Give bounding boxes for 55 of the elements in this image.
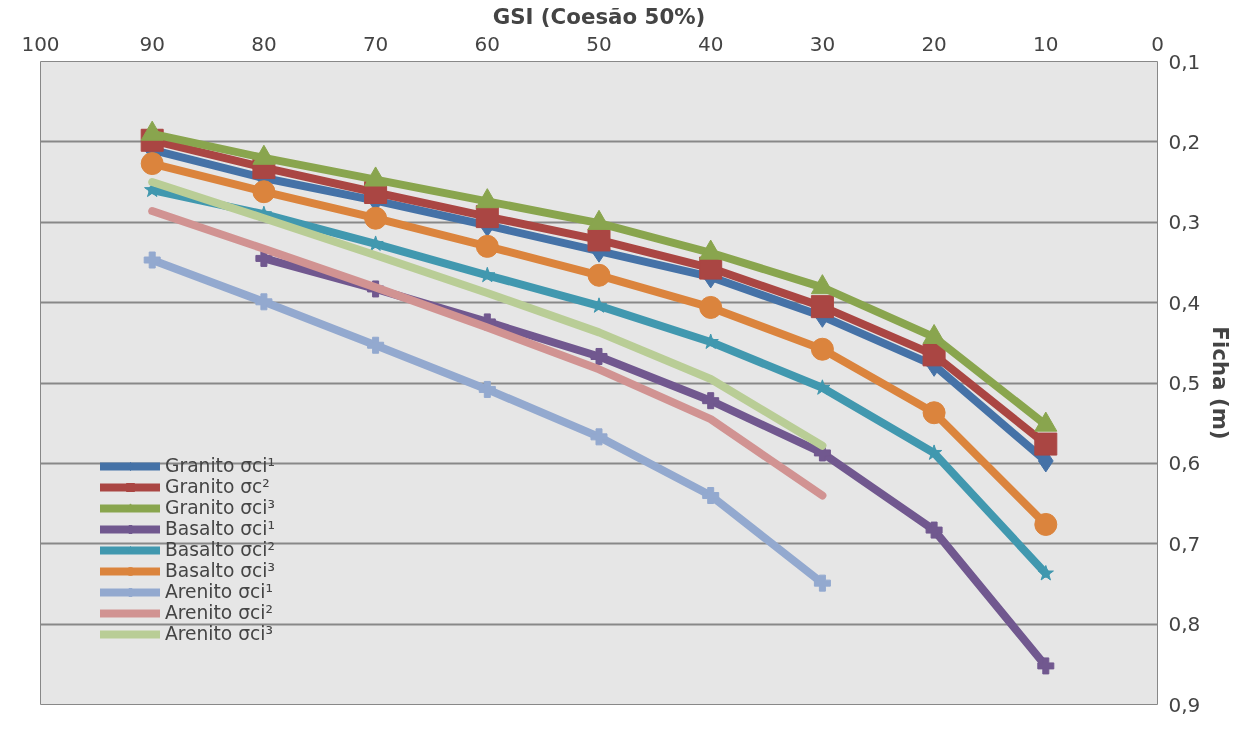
point: [1037, 657, 1055, 675]
point: [922, 343, 946, 367]
legend-label: Basalto σci²: [165, 539, 275, 560]
point: [367, 336, 385, 354]
point: [1034, 512, 1058, 536]
y-tick-label: 0,1: [1168, 49, 1201, 74]
x-tick-label: 0: [1151, 31, 1164, 56]
point: [590, 428, 608, 446]
y-tick-label: 0,4: [1168, 290, 1201, 315]
y-tick-label: 0,3: [1168, 210, 1201, 235]
y-tick-label: 0,7: [1168, 531, 1201, 556]
x-tick-label: 60: [474, 31, 501, 56]
legend-label: Basalto σci¹: [165, 518, 275, 539]
legend-label: Arenito σci³: [165, 623, 273, 644]
point: [475, 234, 499, 258]
point: [925, 521, 943, 539]
point: [587, 263, 611, 287]
x-tick-label: 50: [586, 31, 612, 56]
point: [810, 337, 834, 361]
x-tick-label: 30: [809, 31, 836, 56]
x-tick-label: 20: [921, 31, 947, 56]
y-axis-title: Ficha (m): [1208, 326, 1234, 440]
point: [587, 228, 611, 252]
legend-label: Granito σci³: [165, 497, 275, 518]
x-tick-label: 100: [21, 31, 60, 56]
point: [478, 380, 496, 398]
x-axis-title: GSI (Coesão 50%): [492, 3, 706, 29]
point: [364, 206, 388, 230]
y-tick-label: 0,9: [1168, 692, 1201, 717]
x-tick-label: 90: [139, 31, 165, 56]
point: [1034, 432, 1058, 456]
point: [140, 152, 164, 176]
x-tick-label: 80: [251, 31, 277, 56]
legend-label: Arenito σci¹: [165, 581, 273, 602]
point: [143, 251, 161, 269]
point: [1037, 564, 1054, 581]
point: [590, 347, 608, 365]
x-tick-label: 10: [1033, 31, 1059, 56]
point: [810, 295, 834, 319]
point: [702, 487, 720, 505]
y-tick-label: 0,6: [1168, 451, 1201, 476]
point: [252, 180, 276, 204]
legend-label: Basalto σci³: [165, 560, 275, 581]
x-tick-label: 70: [362, 31, 389, 56]
point: [255, 293, 273, 311]
legend-label: Granito σc²: [165, 476, 270, 497]
point: [702, 392, 720, 410]
x-tick-label: 40: [697, 31, 724, 56]
point: [922, 401, 946, 425]
point: [699, 295, 723, 319]
y-tick-label: 0,5: [1168, 371, 1201, 395]
y-tick-label: 0,2: [1168, 129, 1201, 154]
legend-label: Arenito σci²: [165, 602, 273, 623]
y-tick-label: 0,8: [1168, 612, 1201, 637]
point: [813, 574, 831, 592]
